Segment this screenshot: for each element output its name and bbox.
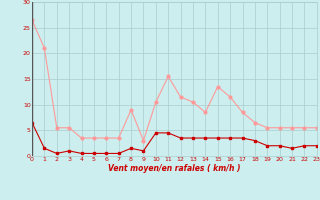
X-axis label: Vent moyen/en rafales ( km/h ): Vent moyen/en rafales ( km/h ) bbox=[108, 164, 241, 173]
